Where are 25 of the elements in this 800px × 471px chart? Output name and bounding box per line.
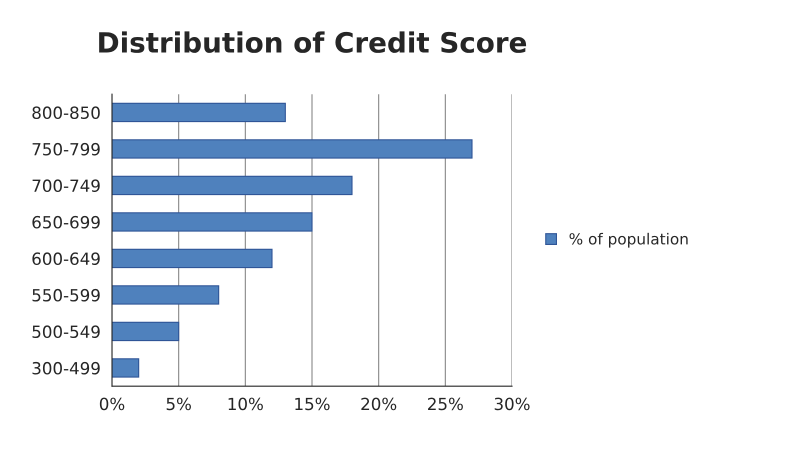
bar [112,322,180,342]
legend-label: % of population [570,232,688,248]
x-tick-label: 0% [100,398,124,410]
y-tick-label: 700-749 [32,179,100,192]
x-tick-label: 20% [361,398,396,410]
y-tick-label: 650-699 [32,216,100,229]
bar [112,358,140,378]
y-tick-label: 800-850 [32,106,100,120]
x-tick-label: 15% [295,398,330,410]
bar [112,212,313,232]
y-tick-label: 500-549 [32,325,100,338]
bar [112,176,353,196]
x-tick-label: 10% [228,398,263,410]
bar [112,285,220,305]
chart-title: Distribution of Credit Score [99,31,526,53]
y-tick-label: 600-649 [32,252,100,266]
bar [112,248,273,268]
y-tick-label: 750-799 [32,142,100,156]
x-tick-label: 30% [494,398,530,410]
bar [112,139,473,159]
y-tick-label: 300-499 [32,362,100,375]
x-tick-label: 5% [166,398,191,410]
bar [112,102,286,122]
y-tick-label: 550-599 [32,288,100,302]
x-tick-label: 25% [428,398,463,410]
